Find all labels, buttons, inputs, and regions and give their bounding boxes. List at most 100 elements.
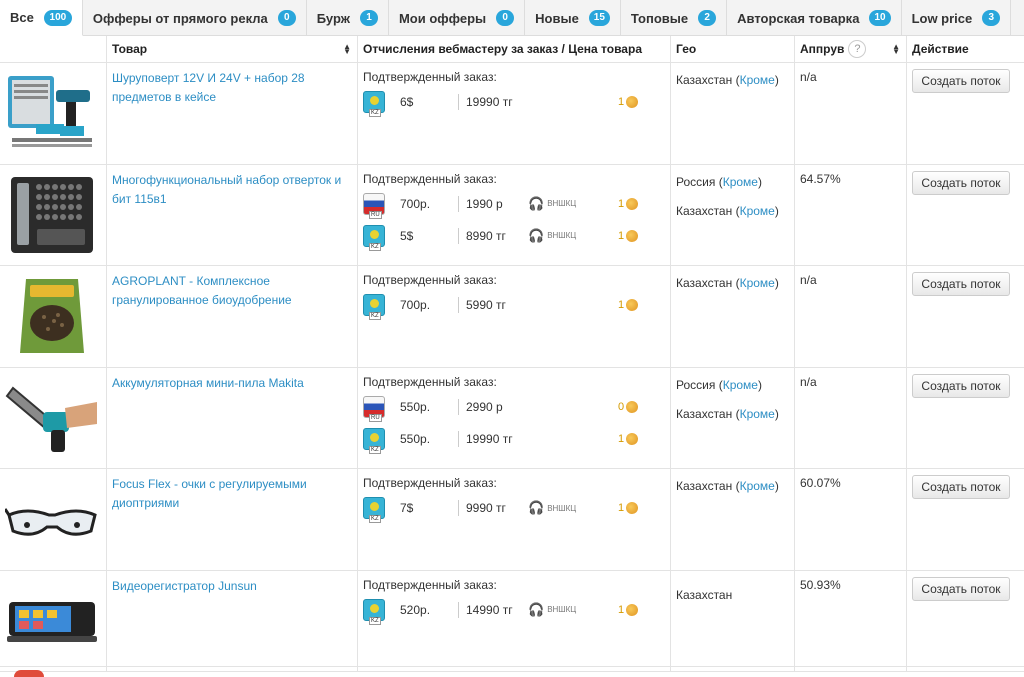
geo-country: Казахстан: [676, 406, 733, 421]
glasses-icon[interactable]: [4, 475, 100, 563]
tab-all[interactable]: Все 100: [0, 0, 83, 36]
geo-gap: [676, 395, 789, 403]
payout-amount: 550р.: [400, 431, 431, 446]
payout-line: RU 550р. 2990 р 0: [363, 393, 665, 422]
geo-except-link[interactable]: Кроме: [739, 276, 775, 290]
geo-cell: Казахстан (Кроме): [671, 266, 795, 367]
create-stream-button[interactable]: Создать поток: [912, 475, 1010, 499]
approve-cell: 60.07%: [795, 469, 907, 570]
coins-count: 1: [618, 432, 625, 445]
coins-count: 1: [618, 229, 625, 242]
tab-label: Офферы от прямого рекла: [92, 10, 268, 26]
product-image-cell: [0, 63, 107, 164]
call-center-badge: 🎧 ВНШКЦ: [528, 500, 576, 516]
coins-badge: 1: [618, 432, 639, 445]
flag-tag: KZ: [369, 445, 381, 454]
tab-new[interactable]: Новые 15: [525, 0, 621, 36]
geo-cell: Россия (Кроме) Казахстан (Кроме): [671, 367, 795, 468]
payout-cell: Подтвержденный заказ: RU 700р. 1990 р 🎧 В…: [358, 164, 671, 265]
header-image: [0, 36, 107, 62]
create-stream-button[interactable]: Создать поток: [912, 170, 1010, 195]
geo-except-link[interactable]: Кроме: [739, 479, 775, 493]
create-stream-button[interactable]: Создать поток: [912, 272, 1010, 296]
flag-tag: KZ: [369, 312, 381, 320]
product-link[interactable]: Видеорегистратор Junsun: [112, 578, 257, 593]
geo-country: Казахстан: [676, 203, 733, 218]
help-icon[interactable]: ?: [848, 40, 867, 58]
action-cell: Создать поток: [907, 368, 1024, 469]
tab-count-badge: 0: [277, 10, 296, 26]
tab-top[interactable]: Топовые 2: [621, 0, 728, 36]
product-link[interactable]: Аккумуляторная мини-пила Makita: [112, 375, 304, 390]
product-link[interactable]: Шуруповерт 12V И 24V + набор 28 предмето…: [112, 71, 305, 104]
geo-except-link[interactable]: Кроме: [722, 377, 758, 392]
action-cell: Создать поток: [907, 165, 1024, 266]
action-cell: Создать поток: [907, 63, 1024, 164]
ru-flag-icon: RU: [363, 192, 385, 219]
call-center-label: ВНШКЦ: [547, 503, 577, 513]
product-price: 14990 тг: [466, 602, 513, 617]
dashcam-icon[interactable]: [4, 577, 100, 665]
divider: [458, 227, 459, 244]
product-price: 1990 р: [466, 196, 503, 211]
kz-flag-icon: KZ: [363, 598, 385, 625]
sort-icon[interactable]: ▲ ▼: [343, 42, 351, 56]
geo-entry: Казахстан (Кроме): [676, 73, 779, 87]
sort-icon[interactable]: ▲ ▼: [892, 42, 900, 56]
tab-count-badge: 3: [982, 10, 1001, 26]
coin-icon: [626, 400, 639, 413]
action-cell: Создать поток: [907, 571, 1024, 672]
tab-low-price[interactable]: Low price 3: [902, 0, 1012, 36]
geo-except-link[interactable]: Кроме: [739, 203, 775, 218]
geo-entry: Казахстан (Кроме): [676, 479, 779, 493]
header-geo: Гео: [671, 36, 795, 62]
product-cell: Шуруповерт 12V И 24V + набор 28 предмето…: [107, 63, 358, 164]
divider: [458, 94, 459, 110]
tab-my-offers[interactable]: Мои офферы 0: [389, 0, 526, 36]
payout-title: Подтвержденный заказ:: [363, 476, 497, 490]
product-cell: Многофункциональный набор отверток и бит…: [107, 164, 358, 265]
payout-amount: 550р.: [400, 399, 431, 414]
product-price: 19990 тг: [466, 95, 513, 109]
divider: [458, 430, 459, 447]
tab-burzh[interactable]: Бурж 1: [307, 0, 389, 36]
create-stream-button[interactable]: Создать поток: [912, 69, 1010, 93]
geo-entry: Казахстан (Кроме): [676, 203, 779, 218]
coins-count: 1: [618, 299, 625, 311]
headphones-icon: 🎧: [528, 195, 545, 211]
headphones-icon: 🎧: [528, 500, 545, 515]
fertilizer-bag-icon[interactable]: [4, 272, 100, 360]
tab-count-badge: 100: [43, 9, 72, 26]
payout-title: Подтвержденный заказ:: [363, 374, 497, 389]
create-stream-button[interactable]: Создать поток: [912, 373, 1010, 398]
geo-except-link[interactable]: Кроме: [739, 406, 775, 421]
payout-line: KZ 520р. 14990 тг 🎧 ВНШКЦ 1: [363, 596, 665, 625]
geo-except-link[interactable]: Кроме: [722, 174, 758, 189]
coins-badge: 1: [618, 502, 639, 514]
create-stream-button[interactable]: Создать поток: [912, 576, 1010, 601]
approve-value: 64.57%: [800, 171, 841, 186]
geo-except-link[interactable]: Кроме: [739, 73, 775, 87]
geo-country: Россия: [676, 377, 716, 392]
chainsaw-icon[interactable]: [4, 374, 100, 462]
approve-value: n/a: [800, 70, 817, 84]
tab-author-products[interactable]: Авторская товарка 10: [727, 0, 902, 36]
header-approve[interactable]: Аппрув? ▲ ▼: [795, 36, 907, 62]
screwdriver-set-icon[interactable]: [4, 171, 100, 259]
coins-badge: 1: [618, 229, 639, 242]
geo-gap: [676, 192, 789, 200]
product-cell: Аккумуляторная мини-пила Makita: [107, 367, 358, 468]
product-link[interactable]: AGROPLANT - Комплексное гранулированное …: [112, 274, 292, 307]
tab-direct-advertiser[interactable]: Офферы от прямого рекла 0: [83, 0, 307, 36]
tab-label: Все: [10, 10, 34, 25]
divider: [458, 297, 459, 313]
table-row: AGROPLANT - Комплексное гранулированное …: [0, 266, 1024, 368]
product-link[interactable]: Многофункциональный набор отверток и бит…: [112, 172, 342, 206]
drill-kit-icon[interactable]: [4, 69, 100, 157]
call-center-badge: 🎧 ВНШКЦ: [528, 602, 576, 618]
coins-count: 1: [618, 603, 625, 616]
divider: [458, 398, 459, 415]
header-product[interactable]: Товар ▲ ▼: [107, 36, 358, 62]
product-link[interactable]: Focus Flex - очки с регулируемыми диоптр…: [112, 477, 307, 510]
header-action-label: Действие: [912, 42, 969, 56]
